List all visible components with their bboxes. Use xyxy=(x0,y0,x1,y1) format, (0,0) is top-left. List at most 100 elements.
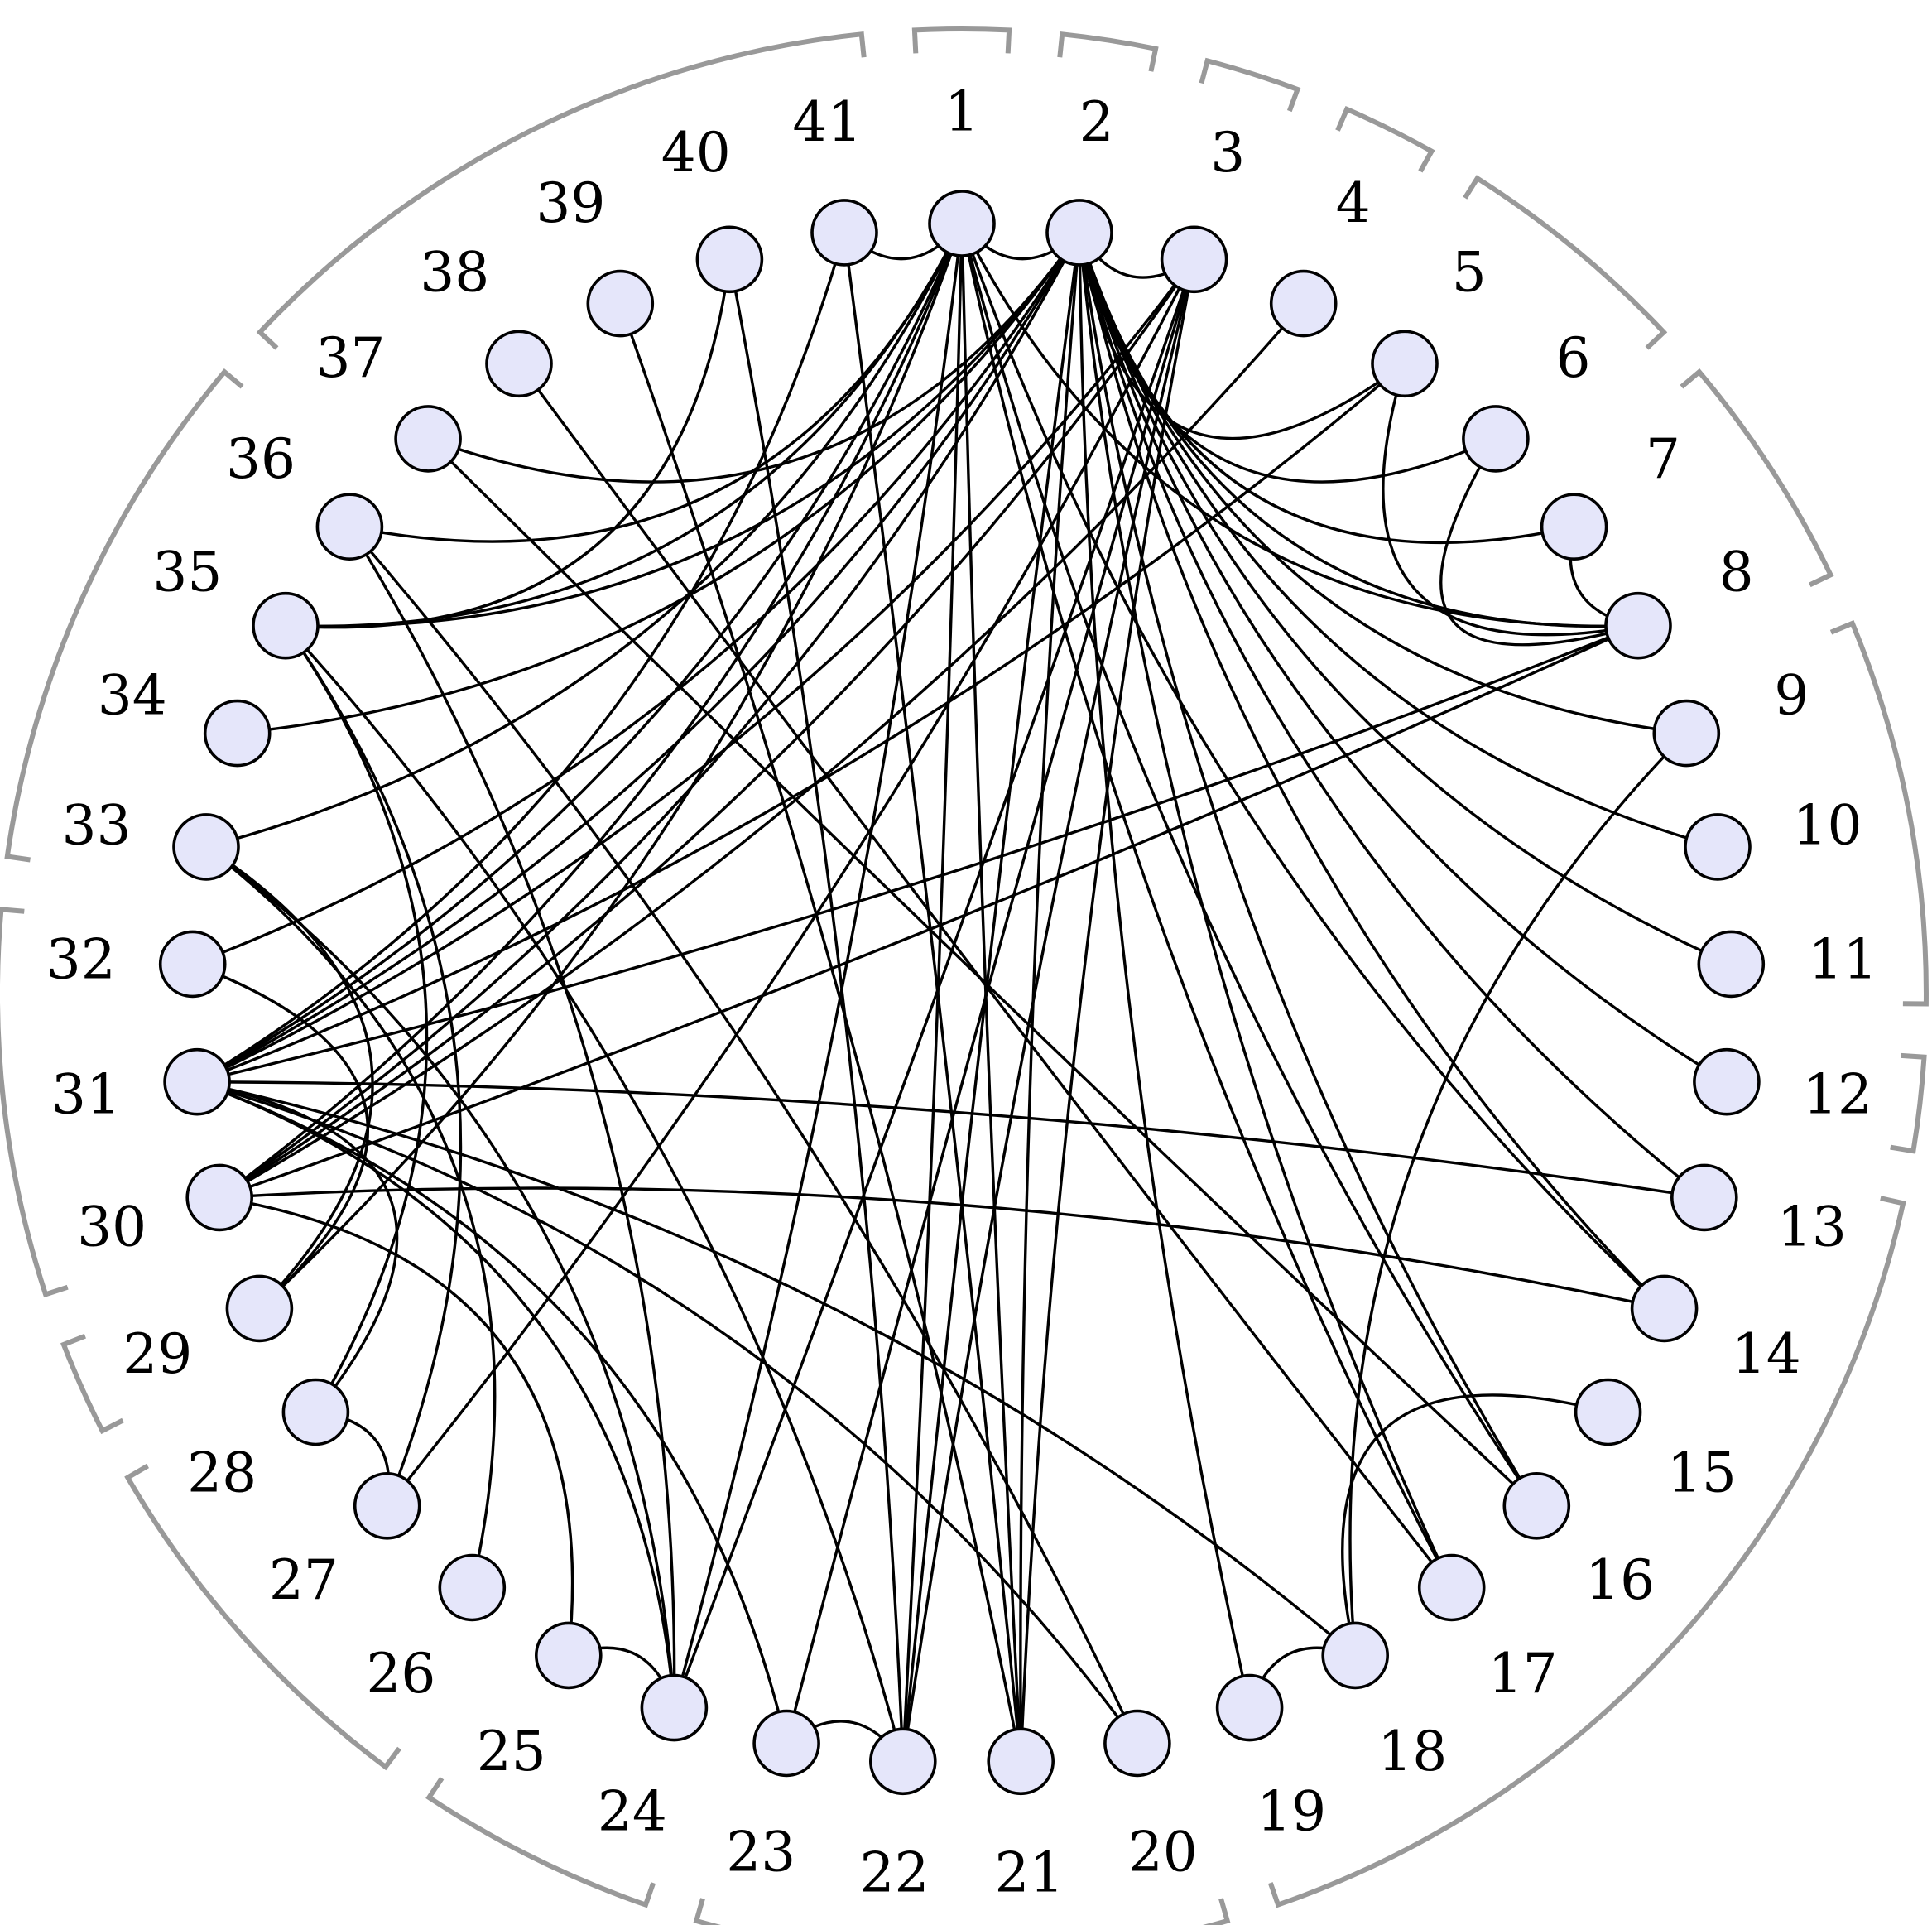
bracket-3-3 xyxy=(1199,57,1301,113)
node-10 xyxy=(1684,813,1752,881)
edge-31-24 xyxy=(196,1080,676,1708)
edge-2-30 xyxy=(219,232,1081,1199)
edge-30-25 xyxy=(219,1196,574,1656)
edge-6-8 xyxy=(1439,438,1639,647)
node-41 xyxy=(810,199,878,267)
node-8 xyxy=(1604,591,1672,660)
group-brackets xyxy=(0,26,1929,1925)
edge-3-30 xyxy=(219,258,1196,1199)
node-2 xyxy=(1045,199,1113,267)
edge-2-16 xyxy=(1078,232,1538,1507)
node-35 xyxy=(252,591,320,660)
node-17 xyxy=(1417,1553,1486,1622)
node-label-7: 7 xyxy=(1646,427,1680,491)
edge-2-34 xyxy=(237,231,1081,735)
node-label-38: 38 xyxy=(420,240,489,304)
edge-3-24 xyxy=(672,258,1196,1709)
node-33 xyxy=(172,813,240,881)
node-label-11: 11 xyxy=(1808,928,1877,992)
node-label-17: 17 xyxy=(1488,1642,1558,1706)
edge-2-10 xyxy=(1078,232,1718,849)
edge-37-16 xyxy=(426,437,1538,1508)
bracket-24-25 xyxy=(425,1777,656,1908)
edge-41-21 xyxy=(843,232,1022,1762)
bracket-12-12 xyxy=(1890,1052,1927,1154)
edge-3-23 xyxy=(785,258,1196,1744)
node-label-4: 4 xyxy=(1336,171,1371,235)
bracket-26-28 xyxy=(124,1463,401,1771)
edge-2-31 xyxy=(196,232,1081,1084)
bracket-1-1 xyxy=(911,26,1012,54)
edge-31-20 xyxy=(196,1080,1139,1745)
edge-31-28 xyxy=(196,1080,399,1413)
node-label-30: 30 xyxy=(77,1196,147,1259)
node-23 xyxy=(752,1709,820,1778)
node-label-12: 12 xyxy=(1803,1063,1872,1127)
node-34 xyxy=(203,699,272,768)
edge-35-22 xyxy=(284,624,905,1762)
node-20 xyxy=(1103,1709,1171,1778)
edge-1-30 xyxy=(219,223,964,1199)
node-label-31: 31 xyxy=(51,1063,121,1127)
node-label-1: 1 xyxy=(944,80,979,144)
bracket-9-11 xyxy=(1829,619,1929,1007)
bracket-4-4 xyxy=(1335,105,1435,173)
bracket-37-41 xyxy=(256,31,867,350)
node-39 xyxy=(586,269,655,338)
node-15 xyxy=(1574,1378,1642,1446)
node-label-29: 29 xyxy=(123,1322,192,1386)
node-label-5: 5 xyxy=(1452,240,1487,304)
edge-1-24 xyxy=(672,223,964,1709)
node-label-6: 6 xyxy=(1556,326,1591,390)
edge-1-36 xyxy=(349,223,964,543)
node-5 xyxy=(1371,330,1439,398)
edge-2-5 xyxy=(1078,232,1406,440)
node-label-3: 3 xyxy=(1210,121,1245,185)
node-6 xyxy=(1462,405,1530,473)
edge-1-17 xyxy=(960,223,1454,1589)
node-7 xyxy=(1540,493,1608,561)
node-26 xyxy=(438,1553,507,1622)
node-label-40: 40 xyxy=(661,121,731,185)
edge-1-33 xyxy=(205,223,964,849)
node-label-20: 20 xyxy=(1128,1821,1198,1884)
node-label-32: 32 xyxy=(46,928,116,992)
bracket-30-32 xyxy=(0,907,69,1298)
edge-2-13 xyxy=(1078,232,1705,1199)
node-40 xyxy=(695,225,764,294)
node-18 xyxy=(1321,1621,1389,1690)
edge-3-31 xyxy=(196,258,1195,1084)
node-30 xyxy=(185,1163,254,1232)
bracket-22-23 xyxy=(693,1898,722,1925)
edge-31-23 xyxy=(196,1080,788,1744)
node-37 xyxy=(394,405,462,473)
node-label-10: 10 xyxy=(1793,794,1862,858)
node-36 xyxy=(315,493,384,561)
edge-36-24 xyxy=(348,526,676,1708)
edge-40-35 xyxy=(285,259,732,629)
node-label-21: 21 xyxy=(995,1841,1065,1904)
edge-1-16 xyxy=(960,223,1538,1507)
node-label-15: 15 xyxy=(1667,1441,1737,1504)
node-label-28: 28 xyxy=(187,1441,257,1504)
node-3 xyxy=(1160,225,1228,294)
bracket-5-6 xyxy=(1463,175,1668,350)
node-27 xyxy=(353,1472,421,1540)
edge-5-31 xyxy=(196,363,1406,1084)
node-label-33: 33 xyxy=(62,794,132,858)
node-19 xyxy=(1215,1673,1284,1742)
edges-layer xyxy=(192,222,1732,1763)
node-14 xyxy=(1630,1274,1699,1343)
edge-2-19 xyxy=(1078,232,1252,1708)
edge-35-28 xyxy=(284,624,429,1413)
bracket-33-36 xyxy=(4,368,244,863)
edge-2-12 xyxy=(1078,232,1728,1084)
edge-8-30 xyxy=(219,624,1639,1200)
node-1 xyxy=(928,190,996,257)
edge-2-17 xyxy=(1078,232,1454,1589)
node-38 xyxy=(485,330,553,398)
bracket-29-29 xyxy=(60,1333,124,1435)
node-label-18: 18 xyxy=(1377,1720,1447,1783)
node-label-37: 37 xyxy=(316,326,386,390)
